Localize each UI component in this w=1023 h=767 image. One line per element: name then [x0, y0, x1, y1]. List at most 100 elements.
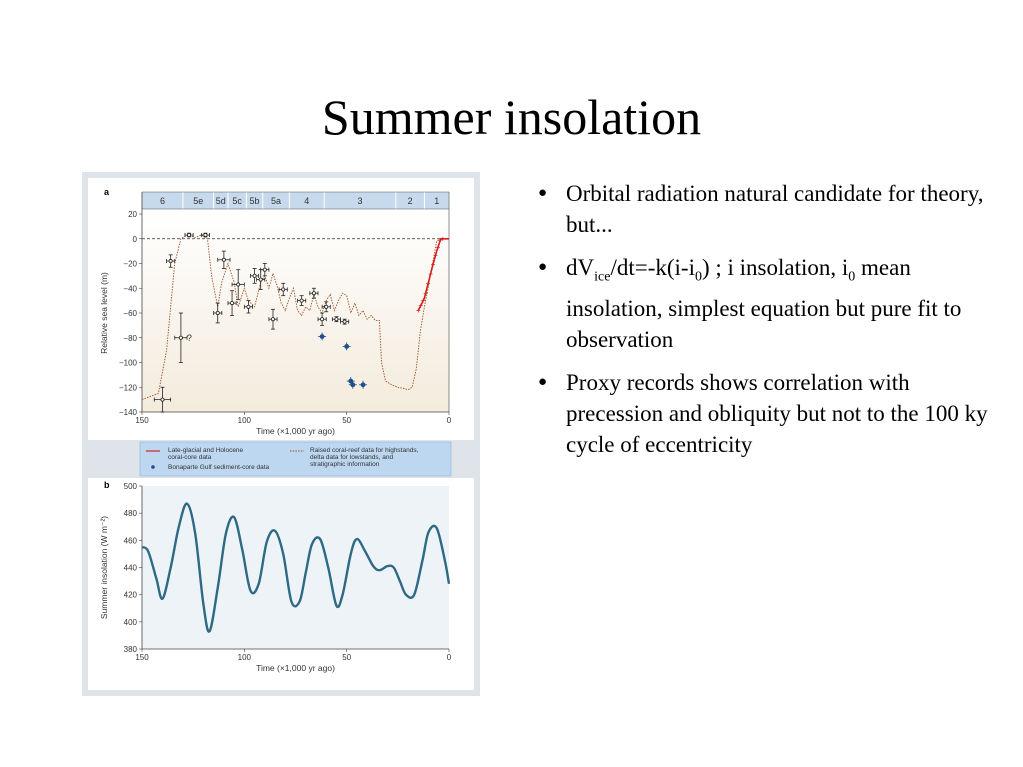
bullet-item: ● Proxy records shows correlation with p… — [538, 367, 1010, 460]
chart-b-y-tick-label: 420 — [124, 591, 138, 600]
chart-b-y-tick-label: 400 — [124, 618, 138, 627]
bullet-dot-icon: ● — [538, 373, 548, 390]
chart-a-y-tick-label: −120 — [119, 383, 138, 392]
bullet-dot-icon: ● — [538, 259, 548, 275]
chart-b-x-label: Time (×1,000 yr ago) — [256, 663, 335, 673]
panel-a-letter: a — [104, 187, 110, 197]
isotope-stage-cell — [424, 192, 449, 209]
coral-data-point — [299, 298, 304, 303]
chart-a-plot-area — [142, 214, 449, 412]
chart-a-y-tick-label: −60 — [123, 309, 137, 318]
chart-a-y-tick-label: −140 — [119, 408, 138, 417]
bonaparte-data-point — [350, 382, 356, 388]
subscript: 0 — [848, 269, 856, 285]
bullet-dot-icon: ● — [538, 185, 548, 201]
isotope-stage-label: 2 — [408, 196, 413, 206]
chart-a-y-tick-label: −100 — [119, 359, 138, 368]
isotope-stage-cell — [183, 192, 214, 209]
coral-data-point — [160, 397, 165, 402]
isotope-stage-label: 1 — [434, 196, 439, 206]
figure-panel: 6 5e 5d 5c 5b 5a 4 3 2 1 a 20 0 −20 −40 −60 −80 −100 −120 −… — [82, 172, 480, 696]
chart-a-x-tick-label: 100 — [238, 416, 252, 425]
isotope-stage-label: 5a — [271, 196, 281, 206]
coral-data-point — [168, 259, 173, 264]
chart-a-y-tick-label: 20 — [128, 210, 137, 219]
chart-b-y-tick-label: 480 — [124, 509, 138, 518]
bullet-item: ● Orbital radiation natural candidate fo… — [538, 178, 1010, 240]
isotope-stage-cell — [263, 192, 289, 209]
coral-data-point — [342, 319, 347, 324]
isotope-stage-label: 6 — [160, 196, 165, 206]
coral-data-point — [178, 335, 183, 340]
chart-a-x-tick-label: 150 — [135, 416, 149, 425]
chart-a-y-tick-label: −40 — [123, 284, 137, 293]
chart-b-y-tick-label: 380 — [124, 645, 138, 654]
isotope-stage-cell — [396, 192, 424, 209]
insolation-curve — [141, 502, 451, 633]
legend-coral-label: stratigraphic information — [310, 461, 380, 468]
bullet-text: Proxy records shows correlation with pre… — [566, 369, 988, 457]
chart-b-y-label: Summer insolation (W m⁻²) — [99, 516, 109, 619]
chart-b-x-tick-label: 100 — [238, 653, 252, 662]
chart-b-y-tick-label: 500 — [124, 482, 138, 491]
isotope-stage-label: 5d — [216, 196, 226, 206]
coral-data-point — [334, 317, 339, 322]
coral-data-point — [270, 317, 275, 322]
coral-data-point — [281, 287, 286, 292]
legend-holocene-label: coral-core data — [168, 454, 212, 461]
coral-data-point — [215, 310, 220, 315]
isotope-stage-label: 5b — [250, 196, 260, 206]
legend-holocene-label: Late-glacial and Holocene — [168, 447, 244, 454]
panel-b-letter: b — [104, 480, 110, 490]
chart-a-y-tick-label: 0 — [133, 235, 138, 244]
coral-data-point — [252, 273, 257, 278]
bonaparte-data-point — [348, 378, 354, 384]
chart-a-legend — [139, 441, 452, 477]
subscript: ice — [594, 269, 611, 285]
bullet-text: Orbital radiation natural candidate for … — [566, 181, 984, 237]
chart-a-y-tick-label: −20 — [123, 260, 137, 269]
legend-bonaparte-label: Bonaparte Gulf sediment-core data — [168, 464, 270, 471]
chart-b-x-tick-label: 50 — [342, 653, 351, 662]
bonaparte-data-point — [344, 344, 350, 349]
bullet-text-part: mean insolation, simplest equation but p… — [566, 255, 962, 352]
isotope-stage-label: 5c — [232, 196, 242, 206]
coral-data-point — [187, 233, 192, 238]
uncertain-point-marker: ? — [187, 333, 192, 343]
chart-b-x-tick-label: 0 — [447, 653, 452, 662]
coral-data-point — [311, 291, 316, 296]
sea-level-insolation-figure: 6 5e 5d 5c 5b 5a 4 3 2 1 a 20 0 −20 −40 −60 −80 −100 −120 −… — [82, 172, 480, 696]
chart-b-y-tick-label: 460 — [124, 536, 138, 545]
chart-a-x-tick-label: 50 — [342, 416, 351, 425]
isotope-stage-label: 5e — [193, 196, 203, 206]
isotope-stage-cell — [246, 192, 263, 209]
chart-a-y-tick-label: −80 — [123, 334, 137, 343]
bonaparte-data-point — [360, 382, 366, 388]
bonaparte-data-point — [319, 334, 325, 339]
coral-data-point — [221, 257, 226, 262]
legend-bonaparte-swatch — [151, 465, 155, 469]
coral-data-point — [236, 282, 241, 287]
isotope-stage-label: 4 — [304, 196, 309, 206]
isotope-stage-cell — [214, 192, 228, 209]
chart-a-y-label: Relative sea level (m) — [99, 272, 109, 354]
coral-data-point — [324, 304, 329, 309]
chart-b-plot-area — [142, 486, 449, 649]
coral-data-point — [320, 317, 325, 322]
legend-coral-label: delta data for lowstands, and — [310, 454, 393, 461]
chart-b-y-tick-label: 440 — [124, 564, 138, 573]
sea-level-curve — [141, 234, 449, 401]
bullet-text-part: ) ; i insolation, i — [701, 255, 849, 280]
coral-data-point — [203, 233, 208, 238]
bullet-text-part: /dt=-k(i-i — [610, 255, 695, 280]
isotope-stage-cell — [228, 192, 246, 209]
coral-data-point — [262, 267, 267, 272]
coral-data-point — [230, 301, 235, 306]
chart-a-x-label: Time (×1,000 yr ago) — [256, 426, 335, 436]
slide-title: Summer insolation — [321, 89, 702, 145]
chart-a-x-tick-label: 0 — [447, 416, 452, 425]
isotope-stage-cell — [289, 192, 324, 209]
bullet-text-part: dV — [566, 255, 595, 280]
isotope-stage-cell — [324, 192, 396, 209]
subscript: 0 — [694, 269, 702, 285]
